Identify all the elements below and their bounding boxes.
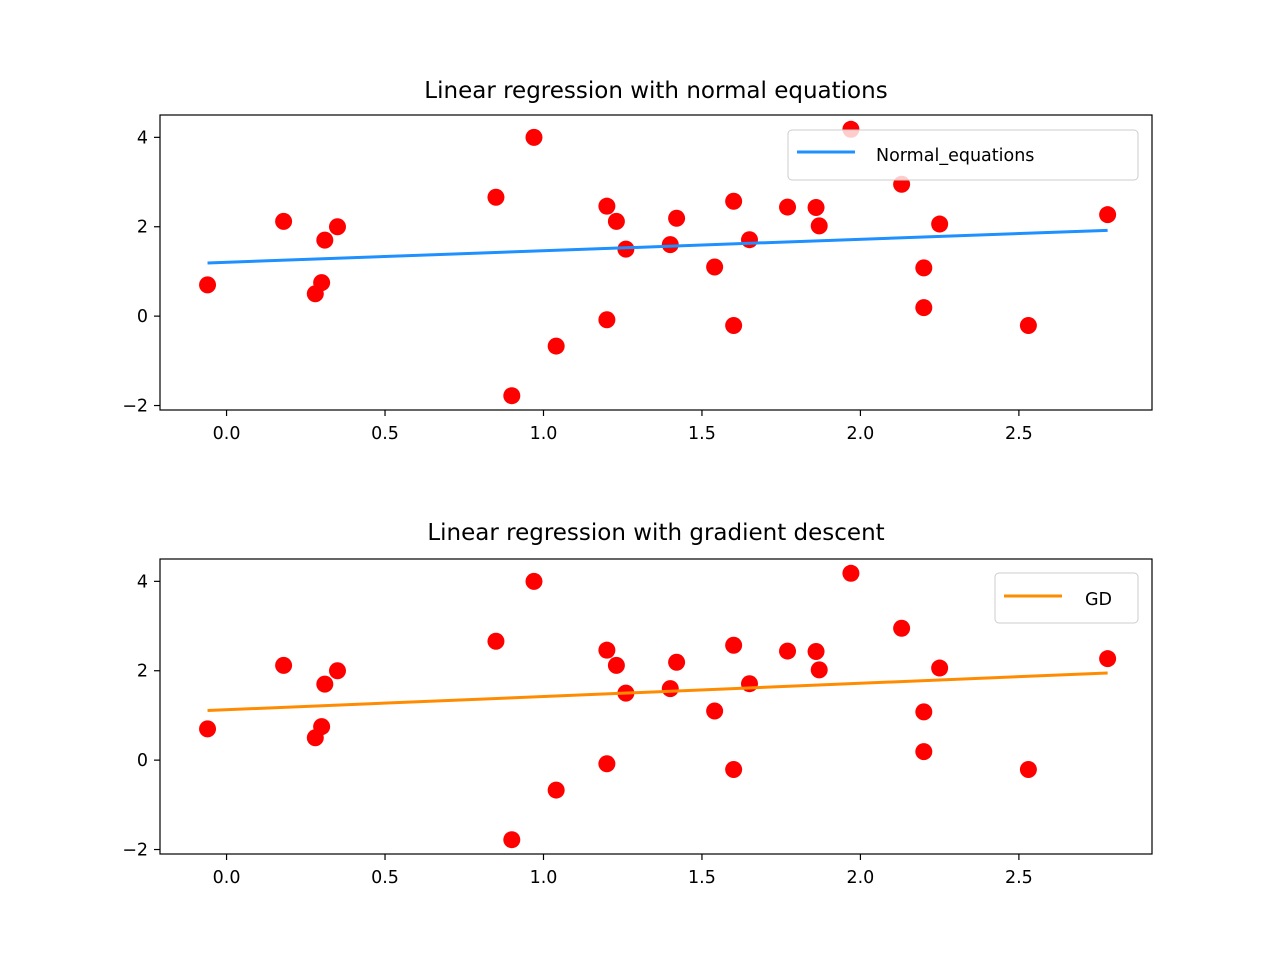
data-point [661,680,679,698]
data-point [706,258,724,276]
data-point [807,199,825,217]
legend-box [994,572,1139,624]
data-point [598,197,616,215]
y-tick-label: 2 [137,662,148,682]
plot-area [199,564,1117,849]
x-tick-label: 1.5 [688,868,716,888]
data-point [547,781,565,799]
data-point [725,192,743,210]
y-tick-label: 4 [137,128,148,148]
data-point [915,259,933,277]
data-point [807,643,825,661]
legend-box [787,129,1139,181]
chart-title: Linear regression with normal equations [424,78,887,104]
y-tick-label: −2 [122,397,148,417]
x-tick-label: 1.0 [530,424,558,444]
y-tick-label: 0 [137,751,148,771]
y-tick-label: −2 [122,841,148,861]
x-tick-label: 2.0 [846,868,874,888]
data-point [915,703,933,721]
data-point [525,572,543,590]
data-point [525,128,543,146]
x-tick-label: 2.5 [1005,424,1033,444]
data-point [915,299,933,317]
x-tick-label: 1.5 [688,424,716,444]
data-point [779,198,797,216]
y-tick-label: 4 [137,572,148,592]
data-point [1019,317,1037,335]
data-point [313,718,331,736]
data-point [915,743,933,761]
chart-title: Linear regression with gradient descent [427,520,884,546]
data-point [893,619,911,637]
data-point [328,218,346,236]
ticks: 0.0 0.5 1.0 1.5 2.0 2.5 −2 0 2 4 [122,128,1033,444]
x-tick-label: 0.5 [371,868,399,888]
y-tick-label: 2 [137,218,148,238]
data-point [547,337,565,355]
legend: Normal_equations [787,129,1139,181]
data-point [607,656,625,674]
plot-area [199,120,1117,405]
data-point [706,702,724,720]
x-tick-label: 2.0 [846,424,874,444]
data-point [931,215,949,233]
data-point [810,217,828,235]
ticks: 0.0 0.5 1.0 1.5 2.0 2.5 −2 0 2 4 [122,572,1033,888]
legend-label: Normal_equations [876,146,1034,166]
data-point [668,209,686,227]
x-tick-label: 0.5 [371,424,399,444]
data-point [316,675,334,693]
data-point [199,276,217,294]
regression-line [207,671,1108,713]
data-point [316,231,334,249]
data-point [810,661,828,679]
data-point [725,636,743,654]
axes-frame [159,558,1153,855]
subplot-normal-equations: Linear regression with normal equations … [122,78,1153,444]
data-point [661,236,679,254]
data-point [487,632,505,650]
data-point [598,311,616,329]
data-point [779,642,797,660]
axes-frame [159,114,1153,411]
subplot-gradient-descent: Linear regression with gradient descent … [122,520,1153,888]
x-tick-label: 0.0 [213,424,241,444]
x-tick-label: 1.0 [530,868,558,888]
data-point [842,564,860,582]
data-point [199,720,217,738]
data-point [313,274,331,292]
y-tick-label: 0 [137,307,148,327]
data-point [607,212,625,230]
data-point [275,212,293,230]
data-point [487,188,505,206]
data-point [725,761,743,779]
data-point [598,641,616,659]
legend-label: GD [1085,590,1112,610]
data-point [1099,206,1117,224]
data-point [668,653,686,671]
data-point [1019,761,1037,779]
data-point [740,231,758,249]
x-tick-label: 0.0 [213,868,241,888]
legend: GD [994,572,1139,624]
regression-line [207,228,1108,265]
data-point [275,656,293,674]
data-point [725,317,743,335]
data-point [931,659,949,677]
data-point [503,831,521,849]
data-point [598,755,616,773]
data-point [1099,650,1117,668]
data-point [503,387,521,405]
x-tick-label: 2.5 [1005,868,1033,888]
data-point [328,662,346,680]
